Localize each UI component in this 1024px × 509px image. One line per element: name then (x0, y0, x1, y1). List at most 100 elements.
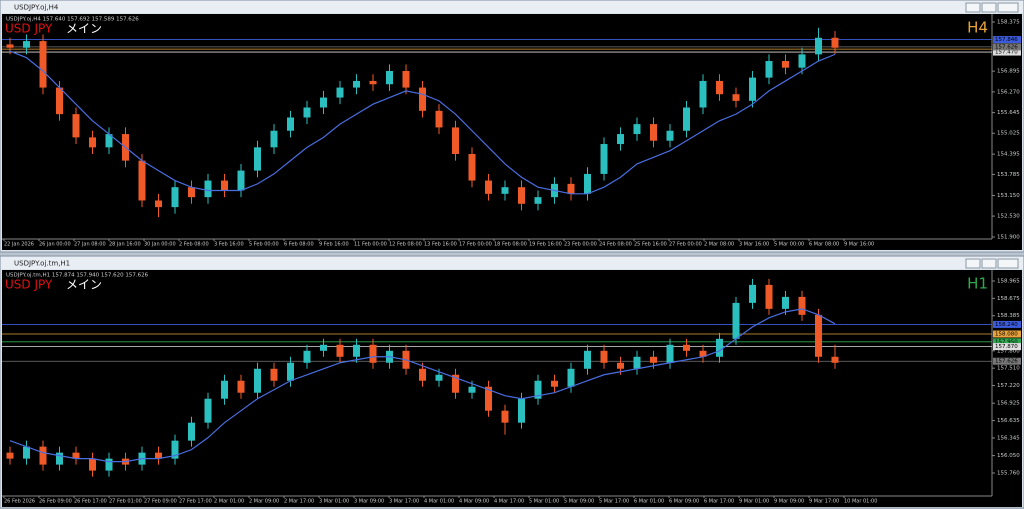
symbol-label: USD JPY (5, 22, 53, 36)
candle-body (831, 356, 839, 363)
candle-body (633, 356, 641, 369)
x-tick-label: 6 Mar 08:00 (809, 242, 839, 248)
candle-body (534, 197, 542, 204)
title-bar (1, 1, 1023, 13)
candle-body (105, 134, 113, 148)
x-tick-label: 17 Feb 00:00 (459, 242, 492, 248)
candle-body (617, 134, 624, 145)
candle-body (732, 94, 740, 101)
candle-body (303, 107, 311, 118)
candle-body (600, 144, 608, 174)
minimize-button[interactable] (965, 258, 981, 269)
candle-body (468, 386, 476, 393)
candle-body (72, 452, 80, 459)
candle-body (270, 130, 278, 148)
price-label-box (993, 43, 1021, 51)
x-tick-label: 2 Mar 08:00 (704, 242, 734, 248)
x-tick-label: 9 Feb 16:00 (319, 242, 349, 248)
candle-body (419, 87, 426, 111)
y-tick-label: 156.270 (997, 89, 1020, 95)
price-label-box (993, 36, 1021, 44)
candle-body (584, 350, 591, 369)
candle-body (287, 362, 294, 381)
candle-body (39, 446, 47, 465)
y-tick-label: 157.220 (997, 383, 1020, 389)
y-tick-label: 155.025 (997, 131, 1020, 137)
candle-body (485, 386, 492, 411)
chart-area (2, 14, 1022, 250)
candle-body (221, 380, 228, 399)
candle-body (204, 180, 212, 198)
x-tick-label: 18 Feb 08:00 (494, 242, 527, 248)
candle-body (155, 452, 162, 459)
x-tick-label: 4 Mar 09:00 (459, 499, 489, 505)
x-tick-label: 25 Feb 16:00 (634, 242, 667, 248)
candle-body (468, 153, 476, 181)
candle-body (386, 70, 393, 85)
price-label: 157.626 (995, 359, 1018, 365)
candle-body (650, 124, 657, 141)
candle-body (435, 110, 443, 128)
x-tick-label: 23 Feb 00:00 (564, 242, 597, 248)
candle-body (353, 80, 360, 88)
candle-body (683, 107, 690, 131)
y-tick-label: 158.965 (997, 279, 1020, 285)
candle-body (171, 187, 179, 208)
candle-body (749, 77, 756, 101)
candle-body (485, 180, 492, 194)
x-tick-label: 3 Mar 01:00 (319, 499, 349, 505)
candle-body (683, 344, 690, 351)
mode-label: メイン (66, 278, 102, 292)
candle-body (419, 368, 426, 381)
candle-body (617, 362, 624, 369)
y-tick-label: 156.925 (997, 401, 1020, 407)
y-tick-label: 154.395 (997, 152, 1020, 158)
candle-body (567, 368, 575, 387)
candle-body (188, 422, 195, 441)
candle-body (765, 61, 773, 78)
candle-body (39, 41, 47, 88)
x-tick-label: 4 Mar 17:00 (494, 499, 524, 505)
candle-body (699, 350, 707, 357)
x-tick-label: 26 Jan 00:00 (39, 242, 71, 248)
x-tick-label: 5 Mar 09:00 (564, 499, 594, 505)
candle-body (666, 344, 674, 363)
x-tick-label: 2 Mar 09:00 (249, 499, 279, 505)
candle-body (287, 117, 294, 131)
candle-body (221, 180, 228, 191)
y-tick-label: 151.900 (997, 235, 1020, 241)
candle-body (815, 314, 822, 357)
x-tick-label: 3 Mar 09:00 (354, 499, 384, 505)
y-tick-label: 155.645 (997, 110, 1020, 116)
y-tick-label: 155.760 (997, 471, 1020, 477)
maximize-button[interactable] (981, 258, 997, 269)
candle-body (650, 356, 657, 363)
close-button[interactable] (997, 2, 1019, 13)
x-tick-label: 4 Mar 01:00 (424, 499, 454, 505)
close-button[interactable] (997, 258, 1019, 269)
candle-body (584, 173, 591, 194)
candle-body (336, 87, 344, 98)
candle-body (798, 54, 806, 68)
window-h4: USDJPY.oj,H4 (0, 0, 1024, 253)
candle-body (782, 296, 789, 309)
y-tick-label: 158.375 (997, 20, 1020, 26)
x-tick-label: 6 Mar 09:00 (669, 499, 699, 505)
x-tick-label: 6 Mar 01:00 (634, 499, 664, 505)
maximize-button[interactable] (981, 2, 997, 13)
price-label: 157.626 (995, 44, 1018, 50)
candle-body (633, 124, 641, 135)
y-tick-label: 158.385 (997, 313, 1020, 319)
price-label: 157.950 (995, 339, 1018, 345)
minimize-button[interactable] (965, 2, 981, 13)
candle-body (765, 284, 773, 309)
price-label-box (993, 343, 1021, 351)
x-tick-label: 13 Feb 16:00 (424, 242, 457, 248)
candle-body (155, 200, 162, 208)
candle-body (204, 398, 212, 423)
y-tick-label: 153.785 (997, 172, 1020, 178)
candle-body (89, 137, 96, 148)
candle-body (336, 344, 344, 357)
candle-body (303, 350, 311, 363)
